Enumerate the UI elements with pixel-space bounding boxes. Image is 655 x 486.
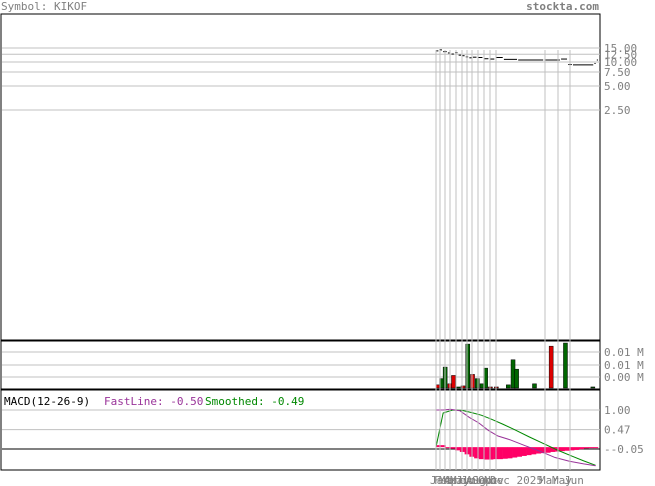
macd-panel: 1.00 0.47 --0.05 MACD(12-26-9) FastLine: -… <box>0 389 644 471</box>
price-panel-frame <box>0 13 601 341</box>
volume-bar <box>514 368 519 389</box>
volume-bar <box>451 375 456 389</box>
month-label: Jun <box>456 474 476 486</box>
price-tick-label: 15.00 <box>604 42 637 55</box>
volume-bar <box>548 345 554 389</box>
month-label: Mar <box>439 474 459 486</box>
macd-histogram-bar <box>545 447 551 453</box>
month-label: Apr <box>444 474 464 486</box>
symbol-label: Symbol: KIKOF <box>1 0 88 13</box>
price-tick-label: 7.50 <box>604 66 631 79</box>
macd-title: MACD(12-26-9) <box>4 395 90 408</box>
macd-histogram-bar <box>440 445 446 448</box>
macd-histogram-bar <box>588 447 594 449</box>
macd-histogram-bar <box>526 447 532 456</box>
volume-bar <box>475 378 480 389</box>
month-label: Sep <box>472 474 492 486</box>
macd-histogram-bar <box>488 447 494 460</box>
macd-histogram-bar <box>574 447 580 450</box>
macd-histogram-bar <box>502 447 508 459</box>
macd-histogram-bar <box>564 447 570 451</box>
macd-histogram-bar <box>583 447 589 449</box>
macd-tick-label: 0.47 <box>604 424 631 437</box>
volume-tick-label: 0.01 M <box>604 346 644 359</box>
macd-histogram-bar <box>478 447 484 460</box>
month-label: Aug <box>466 474 486 486</box>
volume-bar <box>506 384 511 389</box>
volume-bar <box>563 342 568 389</box>
volume-bar <box>465 343 471 389</box>
volume-bar <box>460 385 466 389</box>
month-label: Jan <box>430 474 450 486</box>
macd-histogram-bar <box>436 445 441 448</box>
month-label: May <box>552 474 572 486</box>
month-label: May <box>450 474 470 486</box>
macd-histogram-bar <box>450 447 456 449</box>
month-label: Feb <box>434 474 454 486</box>
macd-histogram-bar <box>507 447 513 459</box>
volume-tick-label: 0.01 M <box>604 359 644 372</box>
volume-bar <box>470 374 475 389</box>
macd-histogram-bar <box>559 447 565 452</box>
macd-tick-label: 1.00 <box>604 404 631 417</box>
volume-bar <box>456 386 461 389</box>
price-tick-label: 12.50 <box>604 48 637 61</box>
macd-histogram-bar <box>497 447 503 460</box>
macd-smooth-label: Smoothed: -0.49 <box>205 395 304 408</box>
month-label: Mar <box>539 474 559 486</box>
month-label: Oct <box>478 474 498 486</box>
macd-histogram-bar <box>483 447 489 460</box>
macd-histogram-bar <box>593 447 599 449</box>
macd-histogram-bar <box>474 447 480 459</box>
macd-histogram-bar <box>517 447 522 457</box>
macd-histogram-bar <box>540 447 546 454</box>
macd-fast-line <box>436 408 596 467</box>
month-label: Nov <box>484 474 504 486</box>
macd-tick-label: --0.05 <box>604 443 644 456</box>
macd-fast-label: FastLine: -0.50 <box>104 395 203 408</box>
price-tick-label: 5.00 <box>604 80 631 93</box>
month-label: Jun <box>564 474 584 486</box>
macd-histogram-bar <box>578 447 584 450</box>
macd-histogram-bar <box>531 447 537 455</box>
volume-panel: 0.01 M0.01 M0.00 M <box>0 340 644 390</box>
volume-bar <box>590 386 596 389</box>
price-tick-label: 2.50 <box>604 104 631 117</box>
month-label: Jul <box>461 474 481 486</box>
macd-histogram-bar <box>445 447 451 449</box>
month-label: Dec 2025 <box>490 474 543 486</box>
volume-bar <box>532 383 537 389</box>
site-label[interactable]: stockta.com <box>526 0 599 13</box>
volume-tick-label: 0.00 M <box>604 371 644 384</box>
macd-histogram-bar <box>512 447 518 458</box>
macd-histogram-bar <box>521 447 527 456</box>
macd-histogram-bar <box>455 447 461 451</box>
macd-histogram-bar <box>550 447 556 452</box>
price-tick-label: 10.00 <box>604 56 637 69</box>
macd-histogram-bar <box>569 447 575 451</box>
